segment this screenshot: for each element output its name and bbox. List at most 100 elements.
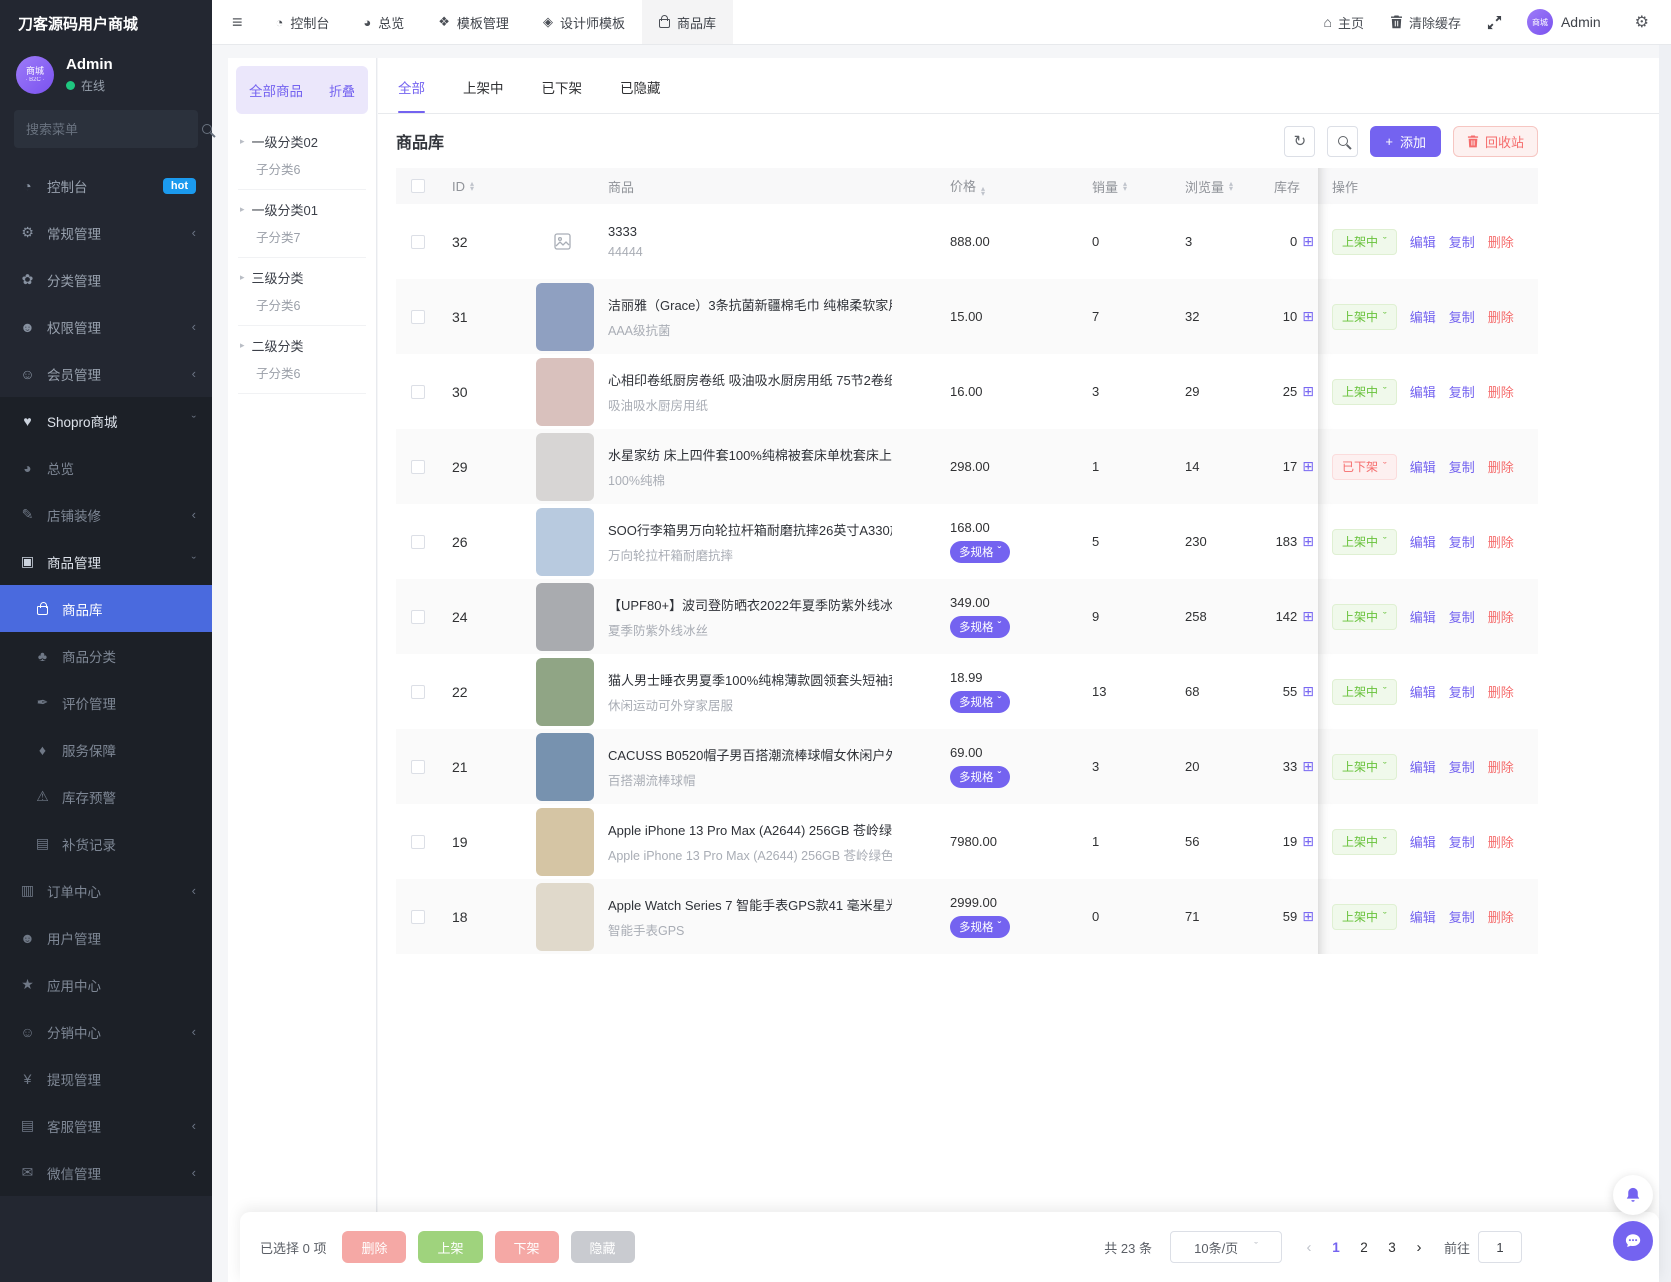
multi-spec-badge[interactable]: 多规格 ˇ	[950, 541, 1011, 563]
multi-spec-badge[interactable]: 多规格 ˇ	[950, 916, 1011, 938]
delete-link[interactable]: 删除	[1487, 535, 1514, 550]
refresh-button[interactable]: ↻	[1284, 125, 1316, 157]
stock-edit-icon[interactable]: ⊞	[1302, 833, 1314, 849]
sidebar-item[interactable]: 商品库	[0, 585, 212, 632]
status-tab[interactable]: 上架中	[463, 81, 504, 96]
stock-edit-icon[interactable]: ⊞	[1302, 908, 1314, 924]
bulk-action-button[interactable]: 下架	[494, 1231, 559, 1263]
stock-edit-icon[interactable]: ⊞	[1302, 608, 1314, 624]
copy-link[interactable]: 复制	[1448, 685, 1475, 700]
stock-edit-icon[interactable]: ⊞	[1302, 683, 1314, 699]
category-item[interactable]: ▸ 一级分类01 子分类7	[238, 190, 366, 258]
edit-link[interactable]: 编辑	[1409, 460, 1436, 475]
page-number[interactable]: 3	[1388, 1239, 1396, 1255]
next-page-button[interactable]: ›	[1416, 1238, 1422, 1256]
delete-link[interactable]: 删除	[1487, 910, 1514, 925]
sidebar-item[interactable]: ◕ 总览	[0, 444, 212, 491]
edit-link[interactable]: 编辑	[1409, 835, 1436, 850]
top-nav-tab[interactable]: ◈ 设计师模板	[526, 0, 642, 44]
bulk-action-button[interactable]: 删除	[342, 1231, 407, 1263]
sidebar-item[interactable]: ▣ 商品管理 ˇ	[0, 538, 212, 585]
category-item[interactable]: ▸ 一级分类02 子分类6	[238, 122, 366, 190]
subcategory-label[interactable]: 子分类7	[256, 231, 301, 245]
product-image[interactable]	[536, 732, 594, 801]
row-checkbox[interactable]	[411, 534, 425, 549]
row-checkbox[interactable]	[411, 459, 425, 474]
product-title[interactable]: 心相印卷纸厨房卷纸 吸油吸水厨房用纸 75节2卷纸巾...	[608, 372, 892, 388]
row-checkbox[interactable]	[411, 684, 425, 699]
copy-link[interactable]: 复制	[1448, 535, 1475, 550]
edit-link[interactable]: 编辑	[1409, 535, 1436, 550]
search-button[interactable]	[1327, 125, 1359, 157]
product-title[interactable]: 猫人男士睡衣男夏季100%纯棉薄款圆领套头短袖套...	[608, 672, 892, 688]
row-checkbox[interactable]	[411, 834, 425, 849]
edit-link[interactable]: 编辑	[1409, 910, 1436, 925]
sort-icon[interactable]: ▴ ▾	[470, 179, 475, 193]
product-image[interactable]	[536, 657, 594, 726]
row-checkbox[interactable]	[411, 759, 425, 774]
recycle-bin-button[interactable]: 回收站	[1452, 125, 1538, 157]
sidebar-item[interactable]: ▥ 订单中心 ‹	[0, 867, 212, 914]
delete-link[interactable]: 删除	[1487, 235, 1514, 250]
edit-link[interactable]: 编辑	[1409, 385, 1436, 400]
stock-edit-icon[interactable]: ⊞	[1302, 758, 1314, 774]
subcategory-label[interactable]: 子分类6	[256, 163, 301, 177]
product-image[interactable]	[536, 882, 594, 951]
status-dropdown[interactable]: 已下架 ˇ	[1332, 453, 1397, 480]
delete-link[interactable]: 删除	[1487, 460, 1514, 475]
product-title[interactable]: 【UPF80+】波司登防晒衣2022年夏季防紫外线冰丝...	[608, 597, 892, 613]
sidebar-item[interactable]: ★ 应用中心	[0, 961, 212, 1008]
copy-link[interactable]: 复制	[1448, 310, 1475, 325]
top-nav-tab[interactable]: ◔ 控制台	[259, 0, 347, 44]
multi-spec-badge[interactable]: 多规格 ˇ	[950, 691, 1011, 713]
subcategory-label[interactable]: 子分类6	[256, 367, 301, 381]
status-dropdown[interactable]: 上架中 ˇ	[1332, 228, 1397, 255]
copy-link[interactable]: 复制	[1448, 610, 1475, 625]
row-checkbox[interactable]	[411, 234, 425, 249]
select-all-checkbox[interactable]	[411, 179, 425, 193]
sidebar-item[interactable]: ▤ 客服管理 ‹	[0, 1102, 212, 1149]
product-title[interactable]: CACUSS B0520帽子男百搭潮流棒球帽女休闲户外鸭...	[608, 747, 892, 763]
user-menu[interactable]: 商城 Admin	[1515, 9, 1613, 35]
product-image[interactable]	[536, 582, 594, 651]
copy-link[interactable]: 复制	[1448, 385, 1475, 400]
sidebar-item[interactable]: ▤ 补货记录	[0, 820, 212, 867]
status-dropdown[interactable]: 上架中 ˇ	[1332, 378, 1397, 405]
top-nav-tab[interactable]: 商品库	[641, 0, 733, 44]
copy-link[interactable]: 复制	[1448, 460, 1475, 475]
fullscreen-button[interactable]	[1474, 15, 1515, 30]
goto-page-input[interactable]	[1478, 1231, 1522, 1263]
sidebar-item[interactable]: ✉ 微信管理 ‹	[0, 1149, 212, 1196]
stock-edit-icon[interactable]: ⊞	[1302, 383, 1314, 399]
sort-icon[interactable]: ▴ ▾	[981, 184, 986, 198]
edit-link[interactable]: 编辑	[1409, 235, 1436, 250]
edit-link[interactable]: 编辑	[1409, 610, 1436, 625]
clear-cache-button[interactable]: 清除缓存	[1377, 13, 1474, 32]
sidebar-item[interactable]: ⚠ 库存预警	[0, 773, 212, 820]
caret-right-icon[interactable]: ▸	[240, 340, 245, 350]
stock-edit-icon[interactable]: ⊞	[1302, 533, 1314, 549]
sidebar-item[interactable]: ✎ 店铺装修 ‹	[0, 491, 212, 538]
status-dropdown[interactable]: 上架中 ˇ	[1332, 903, 1397, 930]
hamburger-icon[interactable]: ≡	[232, 11, 243, 32]
product-title[interactable]: 洁丽雅（Grace）3条抗菌新疆棉毛巾 纯棉柔软家用...	[608, 297, 892, 313]
row-checkbox[interactable]	[411, 384, 425, 399]
product-title[interactable]: SOO行李箱男万向轮拉杆箱耐磨抗摔26英寸A330旅...	[608, 522, 892, 538]
sidebar-item[interactable]: ¥ 提现管理	[0, 1055, 212, 1102]
stock-edit-icon[interactable]: ⊞	[1302, 308, 1314, 324]
top-nav-tab[interactable]: ◕ 总览	[346, 0, 421, 44]
sidebar-item[interactable]: ♣ 商品分类	[0, 632, 212, 679]
menu-search-input[interactable]	[26, 121, 202, 137]
sort-icon[interactable]: ▴ ▾	[1123, 179, 1128, 193]
product-image[interactable]	[536, 507, 594, 576]
sidebar-item[interactable]: ☺ 会员管理 ‹	[0, 350, 212, 397]
status-dropdown[interactable]: 上架中 ˇ	[1332, 603, 1397, 630]
sidebar-item[interactable]: ☻ 用户管理	[0, 914, 212, 961]
status-dropdown[interactable]: 上架中 ˇ	[1332, 753, 1397, 780]
product-image[interactable]	[536, 807, 594, 876]
sidebar-item[interactable]: ◔ 控制台 hot	[0, 162, 212, 209]
copy-link[interactable]: 复制	[1448, 910, 1475, 925]
prev-page-button[interactable]: ‹	[1306, 1238, 1312, 1256]
caret-right-icon[interactable]: ▸	[240, 272, 245, 282]
page-number[interactable]: 2	[1360, 1239, 1368, 1255]
